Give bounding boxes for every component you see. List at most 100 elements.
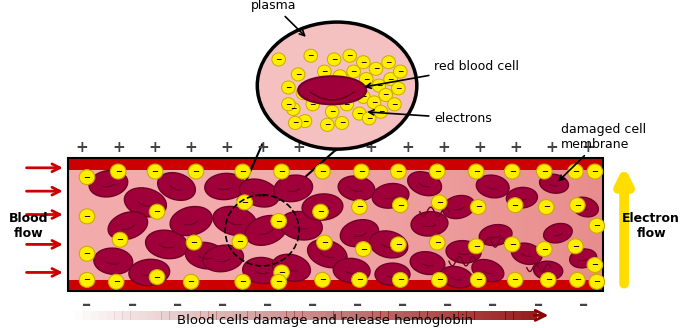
Bar <box>442 170 450 280</box>
Circle shape <box>112 232 128 247</box>
Circle shape <box>369 62 383 75</box>
Ellipse shape <box>240 179 279 207</box>
Circle shape <box>347 65 360 78</box>
Ellipse shape <box>476 175 509 198</box>
Text: −: − <box>295 70 301 79</box>
Bar <box>450 170 458 280</box>
Ellipse shape <box>440 266 473 288</box>
Text: −: − <box>151 167 159 176</box>
Text: –: – <box>443 296 452 314</box>
Bar <box>83 311 92 320</box>
Bar <box>506 170 514 280</box>
Circle shape <box>79 209 95 224</box>
Circle shape <box>536 164 552 179</box>
Circle shape <box>232 234 247 249</box>
Circle shape <box>314 273 330 287</box>
Bar <box>290 170 298 280</box>
Circle shape <box>429 235 445 250</box>
Circle shape <box>321 118 334 132</box>
Ellipse shape <box>125 188 166 217</box>
Bar <box>286 311 295 320</box>
Text: –: – <box>534 296 543 314</box>
Text: –: – <box>398 296 408 314</box>
Text: −: − <box>239 167 246 176</box>
Bar <box>497 311 506 320</box>
Bar <box>506 311 514 320</box>
Circle shape <box>429 164 445 179</box>
Text: −: − <box>473 167 480 176</box>
Bar <box>256 311 264 320</box>
Text: −: − <box>391 100 397 109</box>
Text: −: − <box>512 201 519 210</box>
Ellipse shape <box>298 76 366 104</box>
Bar <box>177 311 186 320</box>
Bar <box>354 170 362 280</box>
Bar <box>403 311 412 320</box>
Circle shape <box>382 56 395 69</box>
Bar <box>240 311 248 320</box>
Bar <box>322 170 329 280</box>
Bar <box>490 170 498 280</box>
Circle shape <box>237 195 252 210</box>
Ellipse shape <box>108 212 148 240</box>
Ellipse shape <box>472 259 504 282</box>
Text: −: − <box>116 235 123 244</box>
Circle shape <box>538 199 554 215</box>
Bar <box>216 311 225 320</box>
Circle shape <box>79 246 95 261</box>
Text: −: − <box>356 109 362 118</box>
Text: −: − <box>338 118 345 128</box>
Bar <box>146 311 154 320</box>
Ellipse shape <box>369 231 408 258</box>
Bar <box>341 311 349 320</box>
Bar <box>185 311 193 320</box>
Circle shape <box>540 273 556 287</box>
Bar <box>75 311 84 320</box>
Circle shape <box>374 105 388 118</box>
Text: +: + <box>473 140 486 155</box>
Text: +: + <box>76 140 88 155</box>
Ellipse shape <box>338 176 375 201</box>
Circle shape <box>568 239 583 254</box>
Circle shape <box>471 273 486 287</box>
Bar <box>394 170 402 280</box>
Circle shape <box>508 198 523 213</box>
Text: red blood cell: red blood cell <box>366 60 519 88</box>
Text: –: – <box>218 296 227 314</box>
Text: −: − <box>275 55 282 64</box>
Circle shape <box>272 53 286 66</box>
Circle shape <box>353 164 369 179</box>
Ellipse shape <box>446 241 481 263</box>
Circle shape <box>356 56 370 69</box>
Bar <box>91 311 99 320</box>
Bar <box>310 311 319 320</box>
Bar <box>279 311 287 320</box>
Bar <box>364 311 373 320</box>
Text: −: − <box>347 51 353 60</box>
Ellipse shape <box>279 212 322 240</box>
Text: −: − <box>572 167 579 176</box>
Circle shape <box>147 164 163 179</box>
Circle shape <box>108 274 124 289</box>
Text: −: − <box>436 198 443 207</box>
Bar <box>466 311 475 320</box>
Circle shape <box>362 112 376 125</box>
Circle shape <box>345 81 358 94</box>
Text: −: − <box>302 116 308 126</box>
Bar <box>595 170 603 280</box>
Text: −: − <box>317 83 324 92</box>
Text: +: + <box>256 140 269 155</box>
Circle shape <box>504 164 520 179</box>
Circle shape <box>340 98 353 111</box>
Bar <box>386 170 394 280</box>
Bar <box>232 311 240 320</box>
Circle shape <box>235 164 251 179</box>
Text: −: − <box>593 277 600 286</box>
Circle shape <box>471 199 486 215</box>
Text: –: – <box>308 296 317 314</box>
Circle shape <box>149 204 165 219</box>
Circle shape <box>351 273 367 287</box>
Ellipse shape <box>333 258 370 283</box>
Circle shape <box>313 204 328 219</box>
Bar <box>334 311 342 320</box>
